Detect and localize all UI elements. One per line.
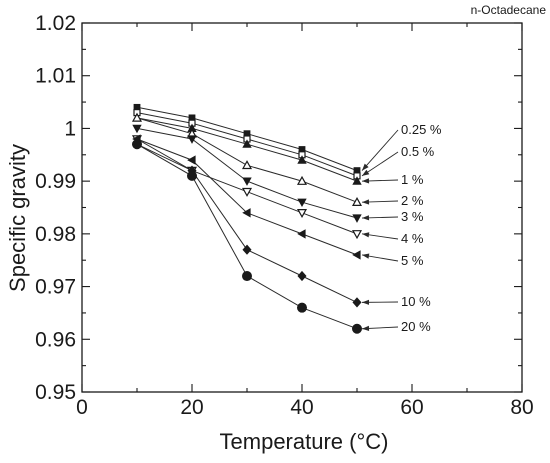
data-point-7 — [242, 244, 252, 255]
data-point-8 — [131, 139, 142, 150]
callout-arrowhead — [362, 163, 369, 171]
x-tick-label: 40 — [290, 396, 313, 419]
data-point-5 — [241, 187, 253, 197]
axis-ticks: 0 20 40 60 80 0.95 0.96 0.97 0.98 0.99 1 1.01 1.02 — [35, 12, 534, 419]
y-tick-label: 1.01 — [35, 65, 76, 88]
data-point-4 — [297, 198, 307, 208]
data-point-6 — [242, 208, 251, 218]
series-callouts — [361, 129, 399, 331]
y-tick-label: 0.96 — [35, 328, 76, 351]
y-tick-label: 0.95 — [35, 381, 76, 404]
callout-arrowhead — [362, 199, 370, 205]
callout-arrowhead — [362, 253, 370, 259]
series-line-6 — [136, 138, 358, 256]
y-tick-label: 1 — [64, 117, 76, 140]
data-point-2 — [352, 176, 362, 185]
data-point-4 — [242, 177, 252, 186]
series-markers — [131, 103, 363, 334]
series-label: 0.5 % — [401, 144, 435, 159]
series-line-5 — [136, 138, 358, 235]
series-labels: 0.25 % 0.5 % 1 % 2 %3 % 4 % 5 % 10 % 20 % — [401, 122, 442, 334]
data-point-2 — [242, 139, 252, 148]
series-label: 4 % — [401, 231, 424, 246]
data-point-8 — [241, 271, 252, 282]
data-point-5 — [351, 230, 363, 240]
data-point-8 — [296, 302, 307, 313]
y-tick-label: 0.98 — [35, 223, 76, 246]
callout-arrowhead — [362, 215, 370, 221]
series-label: 3 % — [401, 209, 424, 224]
x-axis-title: Temperature (°C) — [220, 429, 389, 454]
data-point-2 — [297, 155, 307, 164]
series-label: 0.25 % — [401, 122, 442, 137]
data-point-7 — [297, 270, 307, 282]
y-tick-label: 0.99 — [35, 170, 76, 193]
data-point-6 — [352, 250, 361, 260]
data-point-6 — [187, 155, 196, 165]
data-point-8 — [351, 323, 362, 334]
callout-line — [361, 151, 399, 177]
y-tick-label: 1.02 — [35, 12, 76, 35]
callout-arrowhead — [362, 178, 370, 184]
chart-title: n-Octadecane — [471, 3, 547, 17]
x-tick-label: 20 — [180, 396, 203, 419]
x-tick-label: 60 — [400, 396, 423, 419]
series-line-8 — [136, 143, 358, 330]
data-point-3 — [131, 112, 143, 122]
data-point-4 — [132, 124, 142, 134]
x-tick-label: 80 — [510, 396, 533, 419]
y-axis-title: Specific gravity — [5, 144, 30, 292]
series-label: 1 % — [401, 172, 424, 187]
data-point-4 — [187, 135, 197, 144]
plot-frame — [81, 22, 523, 393]
data-point-8 — [186, 170, 197, 181]
data-point-3 — [296, 175, 308, 185]
callout-arrowhead — [362, 232, 370, 238]
callout-line — [361, 129, 399, 171]
x-tick-label: 0 — [76, 396, 88, 419]
series-label: 10 % — [401, 294, 431, 309]
data-point-4 — [352, 214, 362, 223]
y-tick-label: 0.97 — [35, 276, 76, 299]
data-point-3 — [241, 160, 253, 170]
callout-arrowhead — [362, 299, 369, 305]
callout-arrowhead — [362, 169, 370, 176]
data-point-7 — [352, 297, 362, 308]
callout-arrowhead — [362, 325, 370, 331]
data-point-6 — [297, 229, 306, 239]
data-point-5 — [296, 209, 308, 219]
series-label: 2 % — [401, 193, 424, 208]
series-label: 20 % — [401, 319, 431, 334]
series-label: 5 % — [401, 253, 424, 268]
data-point-3 — [351, 196, 363, 206]
